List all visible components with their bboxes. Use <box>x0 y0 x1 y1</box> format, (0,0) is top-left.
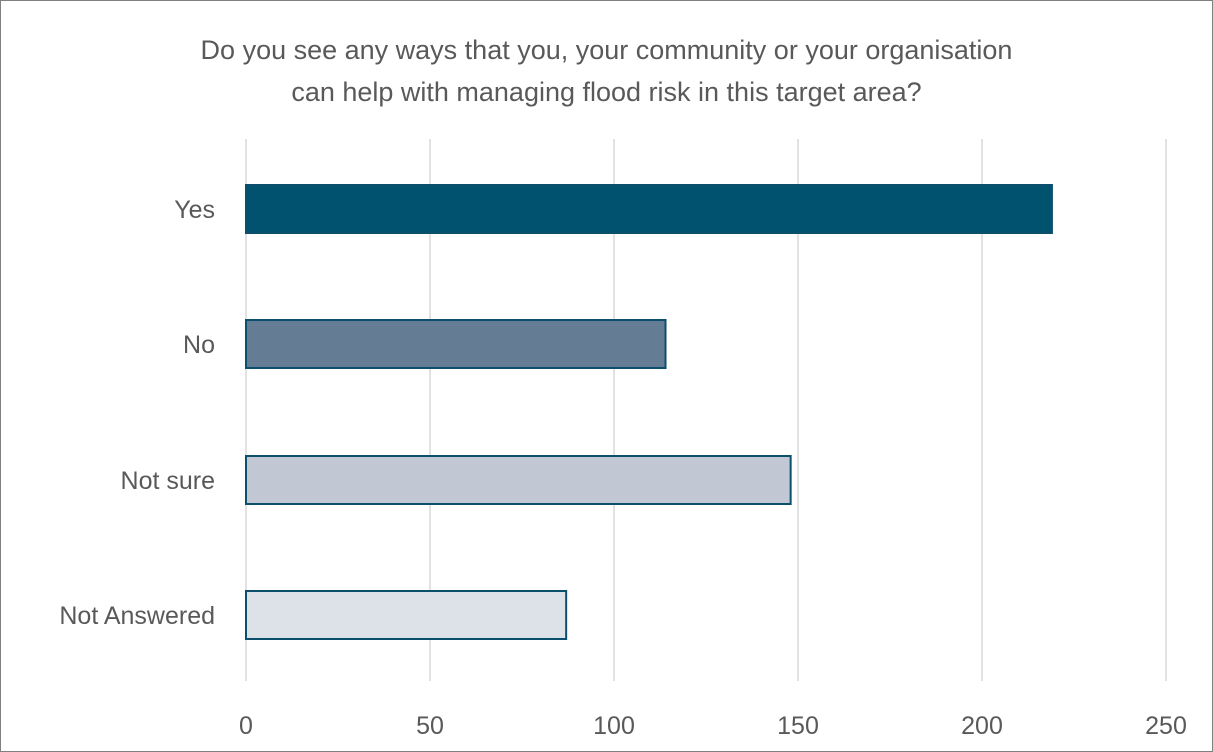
x-tick-label: 50 <box>416 712 444 740</box>
bar-not-sure <box>245 455 792 505</box>
chart-title: Do you see any ways that you, your commu… <box>1 29 1212 113</box>
x-tick-label: 0 <box>239 712 253 740</box>
category-label: No <box>183 331 215 359</box>
chart-title-line-2: can help with managing flood risk in thi… <box>291 77 922 107</box>
x-tick-label: 100 <box>593 712 635 740</box>
bar-not-answered <box>245 590 568 640</box>
chart-title-line-1: Do you see any ways that you, your commu… <box>200 35 1013 65</box>
category-label: Yes <box>174 196 215 224</box>
category-label: Not sure <box>121 467 215 495</box>
x-tick-label: 200 <box>961 712 1003 740</box>
bar-yes <box>245 184 1053 234</box>
x-tick-label: 250 <box>1145 712 1187 740</box>
category-label: Not Answered <box>59 602 215 630</box>
bar-no <box>245 319 667 369</box>
x-tick-label: 150 <box>777 712 819 740</box>
